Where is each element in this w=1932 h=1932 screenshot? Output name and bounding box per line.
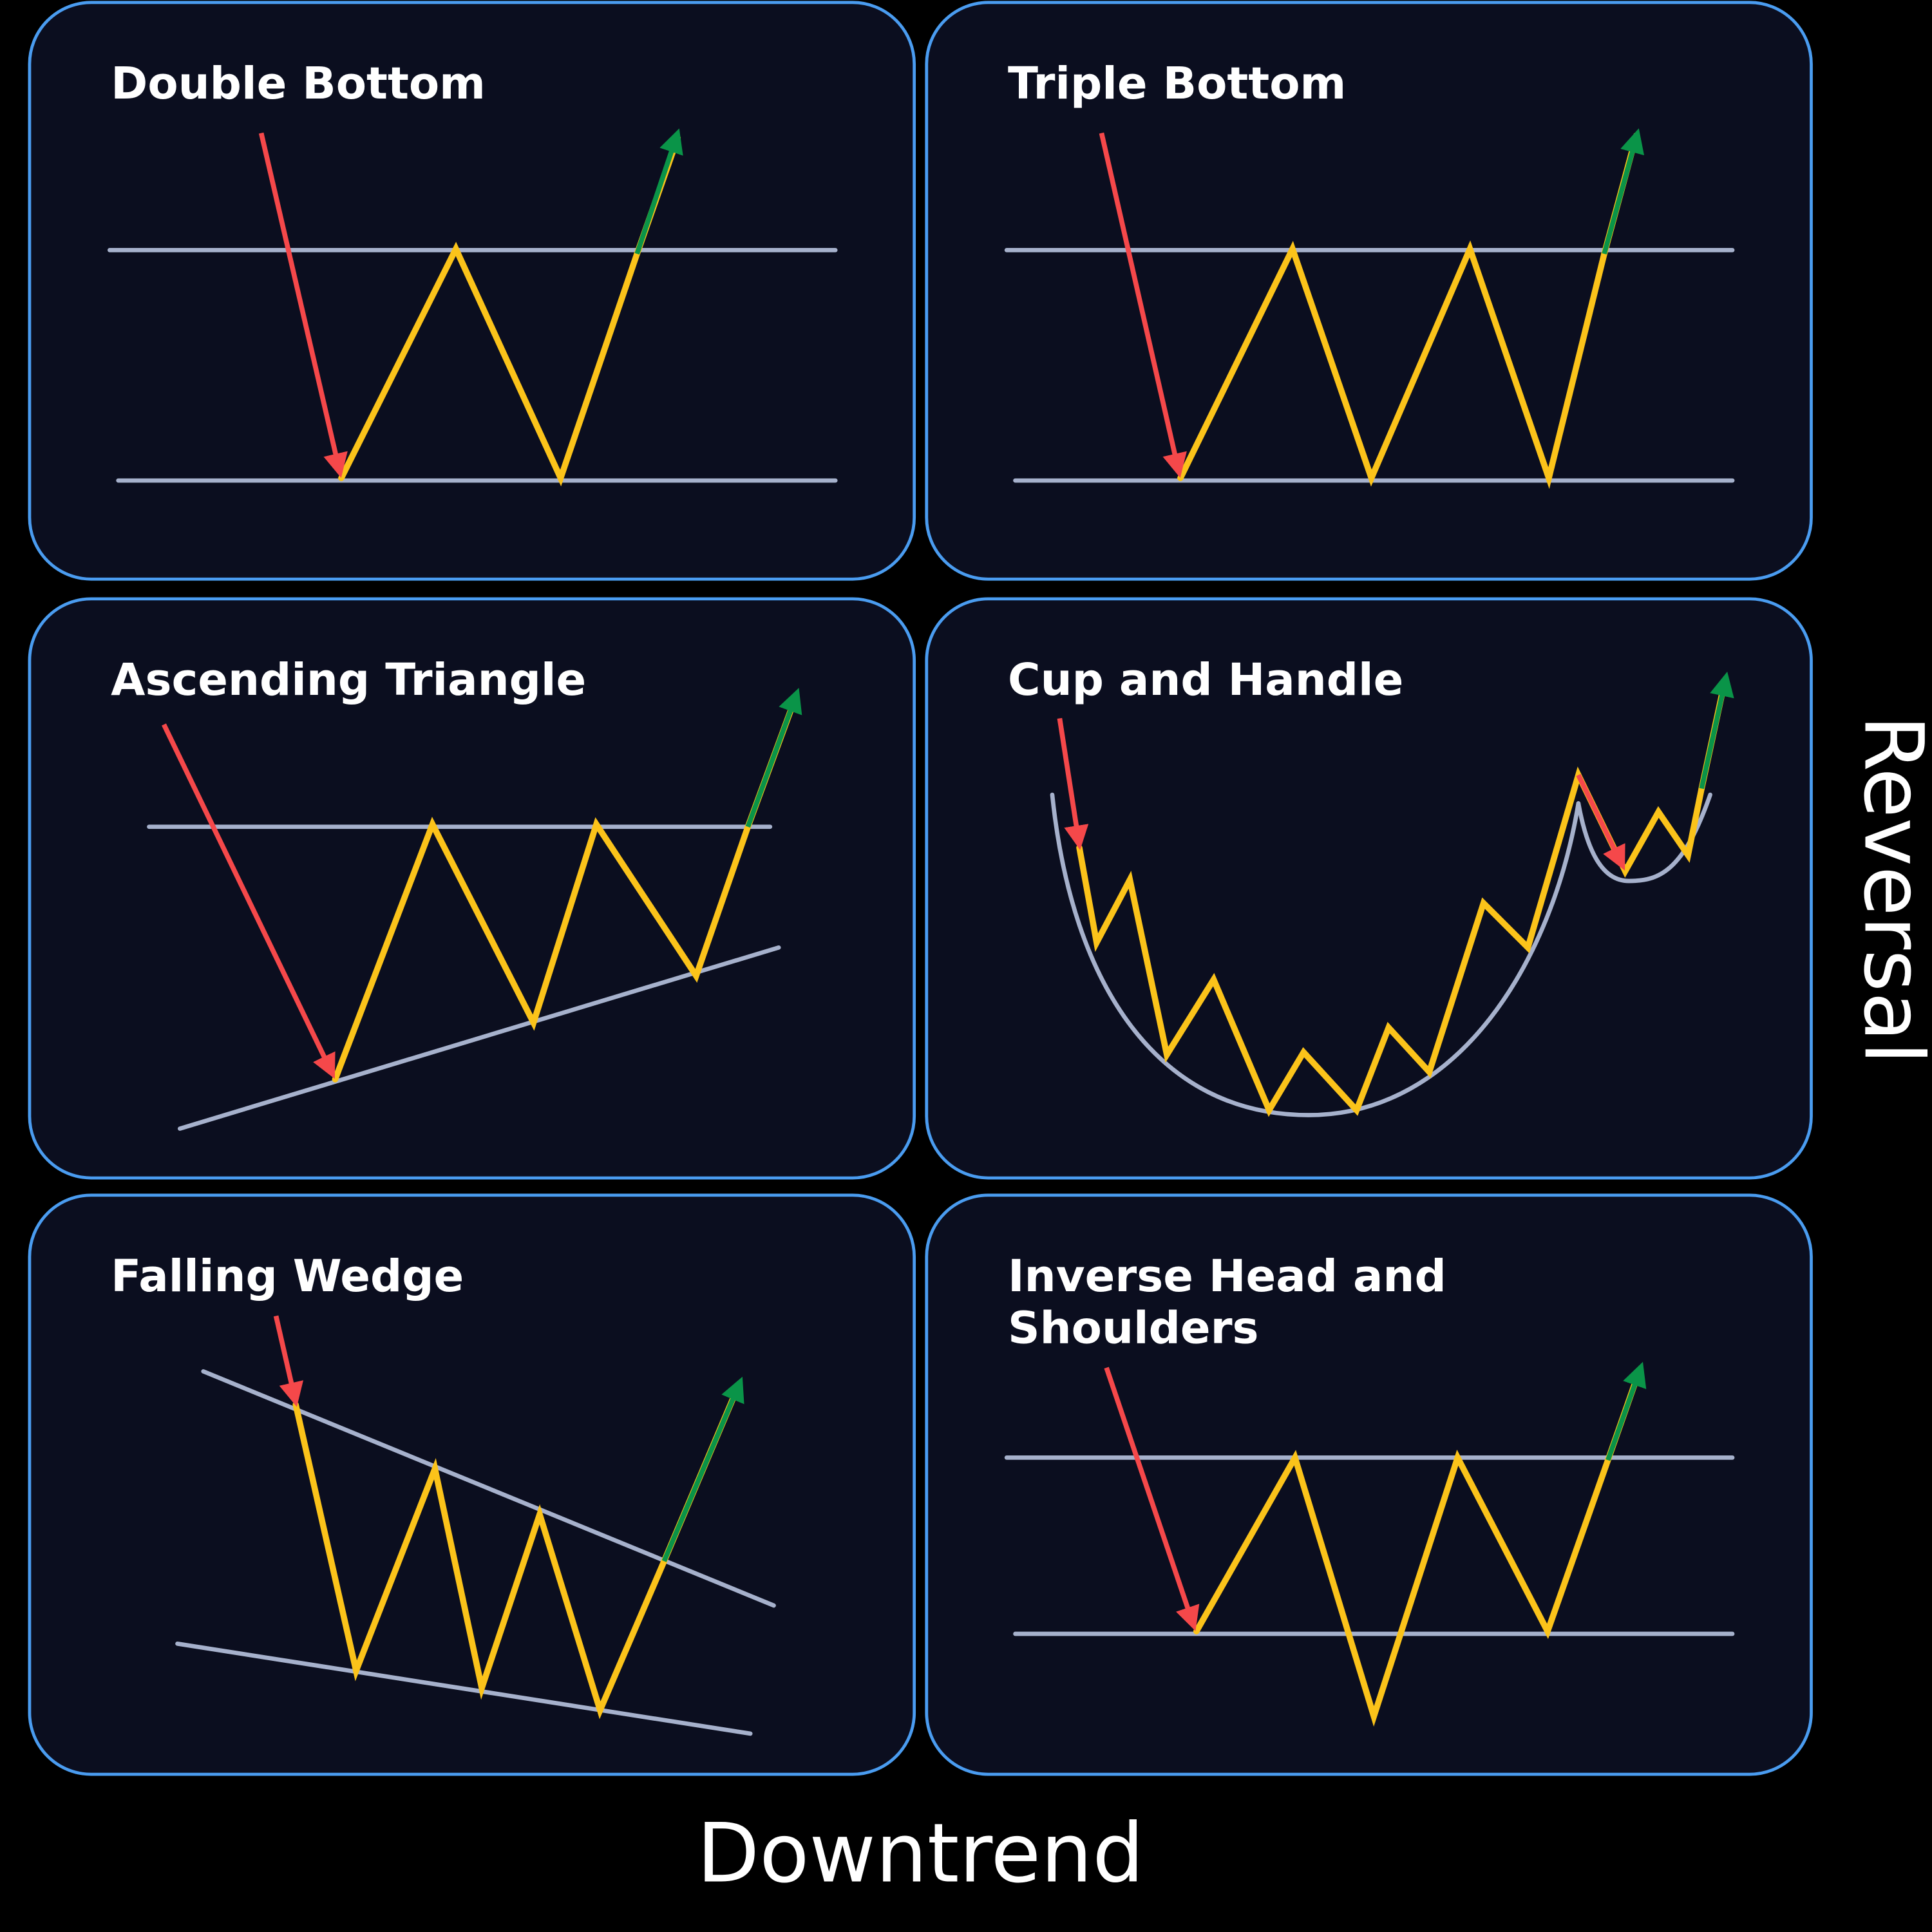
breakout-arrow [661,1376,744,1562]
price-path [1076,766,1705,1117]
price-path [1177,240,1607,489]
price-path [1193,1450,1611,1727]
breakout-arrow [745,688,802,828]
panel-falling-wedge: Falling Wedge [28,1193,916,1776]
panel-frame [925,597,1813,1180]
panel-double-bottom: Double Bottom [28,1,916,581]
downtrend-arrow [1057,717,1089,851]
downtrend-arrow [273,1315,304,1407]
downtrend-arrow [162,723,336,1079]
panel-frame [925,1,1813,581]
panel-cup-and-handle: Cup and Handle [925,597,1813,1180]
breakout-arrow [1605,1361,1647,1461]
rising-support-line [177,945,781,1131]
downtrend-arrow [258,132,348,478]
panel-frame [925,1193,1813,1776]
panel-title: Cup and Handle [1008,654,1403,706]
panel-triple-bottom: Triple Bottom [925,1,1813,581]
panel-frame [28,1193,916,1776]
panel-inverse-head-and-shoulders: Inverse Head and Shoulders [925,1193,1813,1776]
panel-title: Ascending Triangle [111,654,586,706]
breakout-arrow [634,128,683,255]
cup-curve [1050,792,1581,1117]
price-path [338,242,640,487]
panel-title-line2: Shoulders [1008,1302,1259,1354]
handle-pullback-arrow [1576,773,1625,871]
breakout-arrow [1699,671,1734,790]
downtrend-arrow [1104,1367,1200,1631]
breakout-arrow [1602,128,1645,255]
panel-ascending-triangle: Ascending Triangle [28,597,916,1180]
panel-title: Double Bottom [111,58,486,109]
price-path [292,1401,668,1719]
y-axis-label: Reversal [1846,715,1932,1064]
panel-title: Falling Wedge [111,1251,464,1302]
panel-frame [28,597,916,1180]
panel-title-line1: Inverse Head and [1008,1251,1446,1302]
x-axis-label: Downtrend [697,1806,1144,1901]
lower-wedge-line [175,1641,753,1736]
panel-title: Triple Bottom [1008,58,1346,109]
downtrend-arrow [1099,132,1187,478]
price-path [332,817,752,1083]
